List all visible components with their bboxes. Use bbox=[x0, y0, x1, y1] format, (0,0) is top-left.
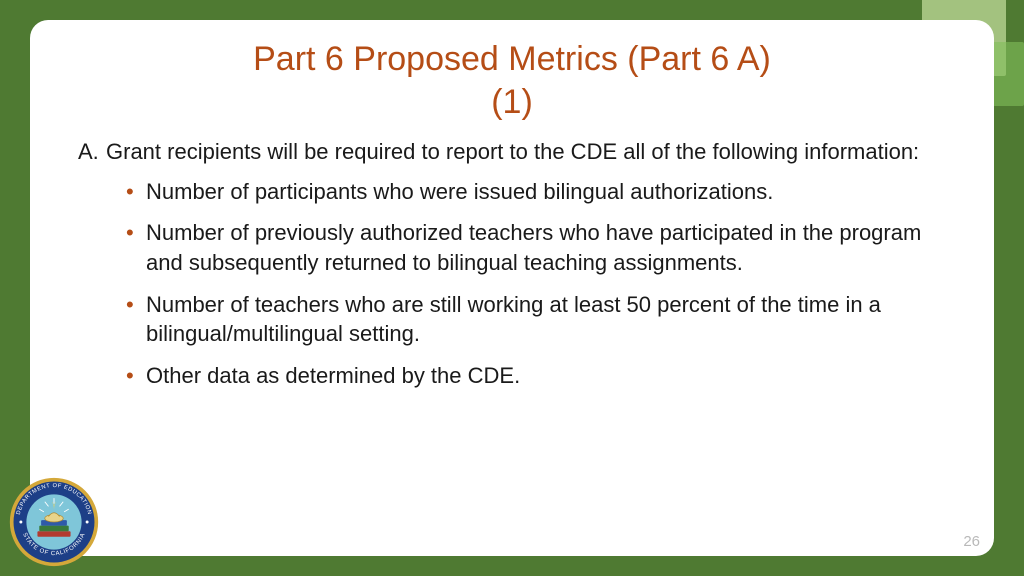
lead-marker: A. bbox=[78, 137, 106, 167]
slide-title: Part 6 Proposed Metrics (Part 6 A) (1) bbox=[78, 38, 946, 123]
slide-body: A. Grant recipients will be required to … bbox=[78, 137, 946, 391]
bullet-list: Number of participants who were issued b… bbox=[78, 177, 946, 391]
page-number: 26 bbox=[963, 533, 980, 550]
title-line-2: (1) bbox=[491, 83, 533, 121]
title-line-1: Part 6 Proposed Metrics (Part 6 A) bbox=[253, 40, 771, 78]
bullet-item: Number of participants who were issued b… bbox=[126, 177, 946, 207]
lead-text: Grant recipients will be required to rep… bbox=[106, 137, 946, 167]
bullet-item: Other data as determined by the CDE. bbox=[126, 361, 946, 391]
lead-item: A. Grant recipients will be required to … bbox=[78, 137, 946, 167]
bullet-text: Other data as determined by the CDE. bbox=[146, 363, 520, 388]
slide-panel: Part 6 Proposed Metrics (Part 6 A) (1) A… bbox=[30, 20, 994, 556]
slide-background: Part 6 Proposed Metrics (Part 6 A) (1) A… bbox=[0, 0, 1024, 576]
cde-seal-icon: DEPARTMENT OF EDUCATION STATE OF CALIFOR… bbox=[8, 476, 100, 568]
bullet-item: Number of teachers who are still working… bbox=[126, 290, 946, 349]
bullet-text: Number of previously authorized teachers… bbox=[146, 220, 921, 275]
bullet-item: Number of previously authorized teachers… bbox=[126, 218, 946, 277]
bullet-text: Number of teachers who are still working… bbox=[146, 292, 881, 347]
bullet-text: Number of participants who were issued b… bbox=[146, 179, 773, 204]
